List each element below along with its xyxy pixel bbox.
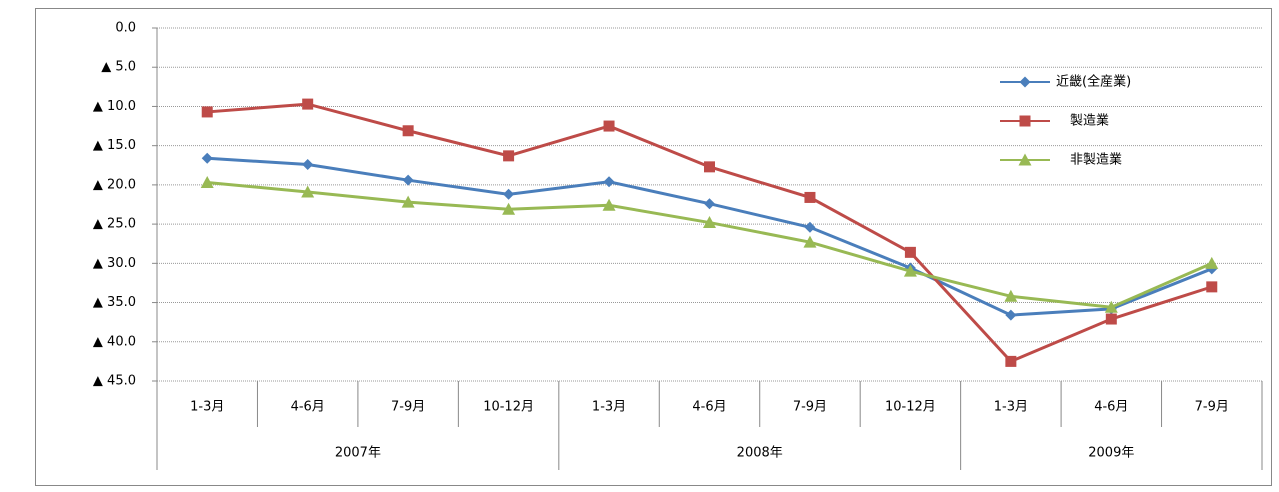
marker bbox=[402, 125, 414, 137]
marker bbox=[1005, 309, 1017, 321]
x-tick-label: 7-9月 bbox=[793, 400, 827, 415]
y-tick-label: ▲ 10.0 bbox=[93, 99, 136, 114]
marker bbox=[603, 120, 615, 132]
x-tick-label: 7-9月 bbox=[391, 400, 425, 415]
marker bbox=[502, 202, 516, 215]
x-group-label: 2009年 bbox=[1088, 446, 1134, 461]
marker bbox=[1105, 313, 1117, 325]
x-group-label: 2007年 bbox=[335, 446, 381, 461]
y-tick-label: ▲ 30.0 bbox=[93, 256, 136, 271]
marker bbox=[1104, 300, 1118, 313]
y-tick-label: ▲ 20.0 bbox=[93, 177, 136, 192]
marker bbox=[201, 106, 213, 118]
y-tick-label: ▲ 5.0 bbox=[101, 60, 136, 75]
marker bbox=[401, 195, 415, 208]
marker bbox=[602, 198, 616, 211]
legend-marker bbox=[1019, 76, 1031, 88]
y-tick-label: ▲ 35.0 bbox=[93, 295, 136, 310]
chart-border bbox=[35, 8, 1272, 486]
marker bbox=[803, 235, 817, 248]
x-tick-label: 7-9月 bbox=[1195, 400, 1229, 415]
marker bbox=[302, 158, 314, 170]
marker bbox=[603, 176, 615, 188]
legend-label: 近畿(全産業) bbox=[1056, 74, 1131, 90]
y-tick-label: ▲ 40.0 bbox=[93, 334, 136, 349]
marker bbox=[1005, 355, 1017, 367]
x-tick-label: 1-3月 bbox=[994, 400, 1028, 415]
legend-marker bbox=[1019, 115, 1031, 127]
marker bbox=[1206, 281, 1218, 293]
y-tick-label: ▲ 45.0 bbox=[93, 374, 136, 389]
x-group-label: 2008年 bbox=[737, 446, 783, 461]
y-tick-label: ▲ 25.0 bbox=[93, 217, 136, 232]
y-tick-label: ▲ 15.0 bbox=[93, 138, 136, 153]
marker bbox=[703, 216, 716, 229]
y-tick-label: 0.0 bbox=[115, 21, 136, 36]
x-tick-label: 4-6月 bbox=[692, 400, 726, 415]
marker bbox=[704, 198, 715, 210]
legend-marker bbox=[1018, 153, 1032, 166]
marker bbox=[1004, 289, 1018, 302]
x-tick-label: 4-6月 bbox=[1094, 400, 1128, 415]
marker bbox=[503, 188, 515, 200]
marker bbox=[301, 185, 315, 198]
x-tick-label: 1-3月 bbox=[190, 400, 224, 415]
x-tick-label: 10-12月 bbox=[483, 400, 534, 415]
marker bbox=[201, 152, 213, 164]
marker bbox=[402, 174, 414, 186]
marker bbox=[804, 221, 816, 233]
marker bbox=[302, 98, 314, 110]
marker bbox=[1205, 256, 1219, 269]
marker bbox=[503, 150, 515, 162]
x-tick-label: 10-12月 bbox=[885, 400, 936, 415]
marker bbox=[704, 161, 715, 173]
legend-label: 非製造業 bbox=[1070, 152, 1122, 168]
marker bbox=[200, 176, 214, 189]
marker bbox=[904, 246, 916, 258]
legend-label: 製造業 bbox=[1070, 113, 1109, 129]
marker bbox=[804, 191, 816, 203]
marker bbox=[903, 264, 917, 277]
x-tick-label: 1-3月 bbox=[592, 400, 626, 415]
x-tick-label: 4-6月 bbox=[291, 400, 325, 415]
